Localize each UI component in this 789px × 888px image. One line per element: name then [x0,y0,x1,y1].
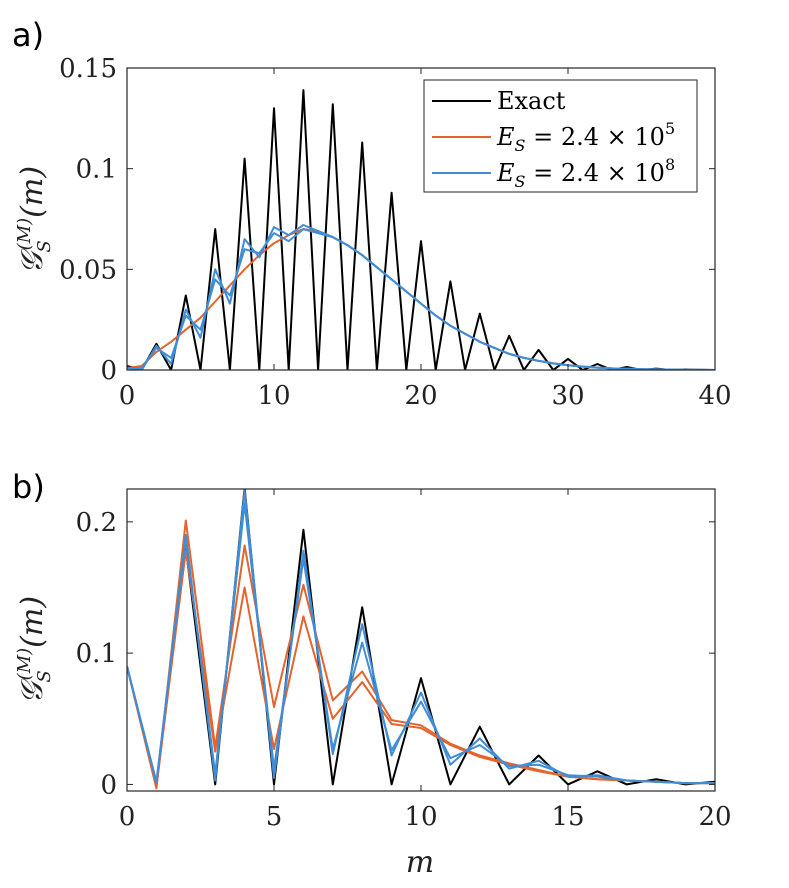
series-line-1 [127,228,715,370]
legend-label-es-1e8: ES = 2.4 × 108 [496,155,675,191]
legend-label-es-1e5: ES = 2.4 × 105 [496,119,675,155]
xtick-label-4: 40 [698,381,731,411]
series-line-4 [127,502,715,785]
xtick-label-4: 20 [698,802,731,832]
xtick-label-3: 15 [551,802,584,832]
panel-b-ylabel-sub: S [34,670,55,682]
panel-b-ylabel: 𝒢S(M)(m) [14,596,55,704]
panel-b-xlabel: m [406,845,434,880]
panel-a-ylabel-sub: S [34,240,55,252]
xtick-label-0: 0 [119,381,136,411]
xtick-label-2: 20 [404,381,437,411]
series-line-0 [127,489,715,786]
panel-b-ylabel-arg: (m) [15,596,50,648]
ytick-label-2: 0.1 [76,155,117,185]
ytick-label-0: 0 [100,770,117,800]
panel-b-ylabel-sup: (M) [14,648,35,680]
svg-text:𝒢S(M)(m): 𝒢S(M)(m) [14,166,55,274]
panel-a-axes-frame [126,67,716,371]
panel-a-legend: Exact ES = 2.4 × 105 ES = 2.4 × 108 [423,79,698,193]
panel-a: a) 𝒢S(M)(m) 0 10 20 30 40 0 0.05 0.1 0.15 Exact … [12,16,732,411]
ytick-label-1: 0.05 [59,255,117,285]
xtick-label-2: 10 [404,802,437,832]
xtick-label-1: 5 [266,802,283,832]
panel-b-label: b) [12,468,45,506]
panel-a-ylabel-sup: (M) [14,218,35,250]
panel-a-label: a) [12,16,44,54]
panel-b: b) 𝒢S(M)(m) 0 5 10 15 20 0 0.1 0.2 m [12,468,732,880]
ytick-label-2: 0.2 [76,508,117,538]
ytick-label-1: 0.1 [76,639,117,669]
ytick-label-0: 0 [100,356,117,386]
panel-a-ylabel-arg: (m) [15,166,50,218]
series-line-3 [127,228,715,370]
panel-a-ylabel: 𝒢S(M)(m) [14,166,55,274]
ytick-label-3: 0.15 [59,54,117,84]
xtick-label-0: 0 [119,802,136,832]
legend-label-exact: Exact [497,87,566,115]
svg-text:𝒢S(M)(m): 𝒢S(M)(m) [14,596,55,704]
panel-b-axes-frame [126,488,716,792]
xtick-label-1: 10 [257,381,290,411]
series-line-3 [127,489,715,785]
xtick-label-3: 30 [551,381,584,411]
series-line-2 [127,549,715,789]
